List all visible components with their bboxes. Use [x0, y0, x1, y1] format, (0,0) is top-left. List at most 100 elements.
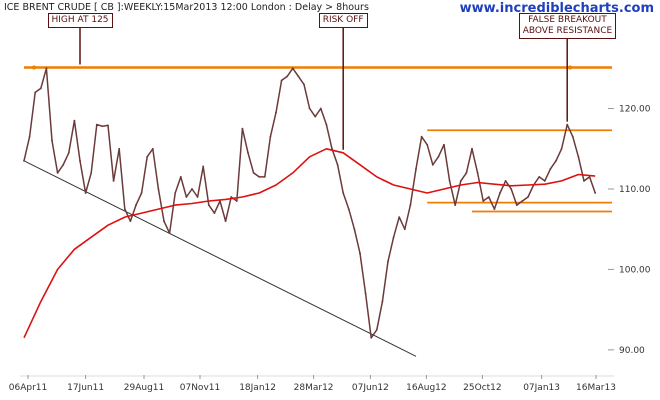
- x-tick-label: 18Jan12: [239, 383, 276, 393]
- price-point: [319, 107, 322, 110]
- price-point: [482, 200, 485, 202]
- price-point: [431, 163, 434, 166]
- y-tick-label: 90.00: [619, 346, 645, 356]
- series-layer: [23, 67, 597, 339]
- trend-line: [23, 160, 417, 357]
- annotation-box: FALSE BREAKOUT ABOVE RESISTANCE: [518, 13, 617, 39]
- price-point: [594, 192, 597, 194]
- annotation-text: HIGH AT 125: [51, 15, 109, 25]
- price-point: [392, 236, 395, 239]
- price-point: [487, 196, 490, 198]
- price-point: [538, 176, 541, 178]
- price-point: [303, 83, 305, 86]
- price-point: [465, 171, 468, 174]
- price-point: [555, 159, 557, 162]
- price-point: [286, 75, 289, 78]
- price-point: [471, 147, 473, 150]
- x-tick-label: 06Apr11: [9, 383, 47, 393]
- price-point: [353, 228, 356, 231]
- price-point: [45, 67, 48, 70]
- price-point: [213, 212, 216, 215]
- price-point: [409, 204, 412, 206]
- price-point: [443, 143, 445, 146]
- price-point: [325, 123, 328, 126]
- chart-header-title: ICE BRENT CRUDE [ CB ]:WEEKLY:15Mar2013 …: [4, 2, 369, 13]
- price-point: [179, 176, 182, 178]
- price-point: [185, 196, 188, 198]
- x-tick-label: 07Jan13: [523, 383, 560, 393]
- price-point: [90, 171, 93, 174]
- price-point: [499, 192, 501, 194]
- price-point: [107, 124, 109, 127]
- price-point: [493, 208, 496, 210]
- price-point: [510, 188, 513, 190]
- price-point: [168, 232, 171, 235]
- price-point: [196, 196, 199, 198]
- price-point: [314, 115, 317, 118]
- price-point: [571, 135, 574, 138]
- price-point: [34, 91, 37, 94]
- price-point: [39, 87, 42, 90]
- price-point: [95, 123, 98, 126]
- price-point: [146, 155, 149, 158]
- price-point: [347, 208, 350, 210]
- price-point: [308, 107, 311, 110]
- x-tick-label: 25Oct12: [463, 383, 501, 393]
- price-point: [426, 143, 429, 146]
- annotation-text: RISK OFF: [322, 15, 364, 25]
- y-tick-label: 100.00: [619, 265, 651, 275]
- x-tick-label: 16Mar13: [576, 383, 616, 393]
- price-point: [359, 252, 361, 255]
- price-point: [364, 292, 367, 295]
- price-point: [342, 192, 345, 194]
- annotation-text: ABOVE RESISTANCE: [522, 26, 613, 36]
- annotation-box: HIGH AT 125: [47, 13, 113, 28]
- axes-layer: 90.00 100.00 110.00 120.00 06Apr11 17Jun11 29A…: [9, 105, 651, 393]
- price-point: [415, 167, 417, 170]
- annotation-leaders-layer: [79, 28, 568, 150]
- price-point: [370, 336, 373, 339]
- price-point: [459, 180, 462, 182]
- price-point: [549, 167, 552, 170]
- price-point: [258, 176, 261, 178]
- price-point: [112, 180, 115, 182]
- price-point: [403, 228, 406, 231]
- price-point: [207, 204, 210, 206]
- x-tick-label: 07Jun12: [352, 383, 389, 393]
- price-point: [51, 139, 53, 142]
- price-point: [174, 192, 177, 194]
- y-tick-label: 110.00: [619, 185, 651, 195]
- x-tick-label: 17Jun11: [67, 383, 104, 393]
- price-point: [543, 180, 546, 182]
- price-point: [129, 220, 132, 223]
- price-point: [135, 204, 137, 206]
- price-point: [28, 135, 31, 138]
- price-point: [454, 204, 457, 206]
- price-point: [123, 208, 126, 210]
- price-point: [560, 147, 563, 150]
- price-point: [336, 163, 339, 166]
- x-tick-label: 16Aug12: [406, 383, 446, 393]
- price-point: [527, 196, 529, 198]
- price-point: [118, 147, 121, 150]
- price-point: [437, 155, 440, 158]
- price-point: [577, 155, 580, 158]
- resistance-anchor-point: [568, 65, 572, 70]
- price-point: [297, 75, 300, 78]
- price-point: [387, 260, 389, 263]
- price-point: [375, 328, 378, 331]
- moving-average-line: [23, 148, 596, 339]
- price-point: [247, 151, 249, 154]
- price-point: [84, 192, 87, 194]
- price-point: [191, 188, 193, 190]
- x-tick-label: 07Nov11: [180, 383, 220, 393]
- price-point: [140, 192, 143, 194]
- price-point: [280, 79, 283, 82]
- brand-url[interactable]: www.incrediblecharts.com: [459, 1, 654, 16]
- price-point: [67, 151, 70, 154]
- price-point: [230, 196, 233, 198]
- price-point: [157, 188, 160, 190]
- price-point: [235, 200, 238, 202]
- price-point: [263, 176, 266, 178]
- price-point: [566, 123, 569, 126]
